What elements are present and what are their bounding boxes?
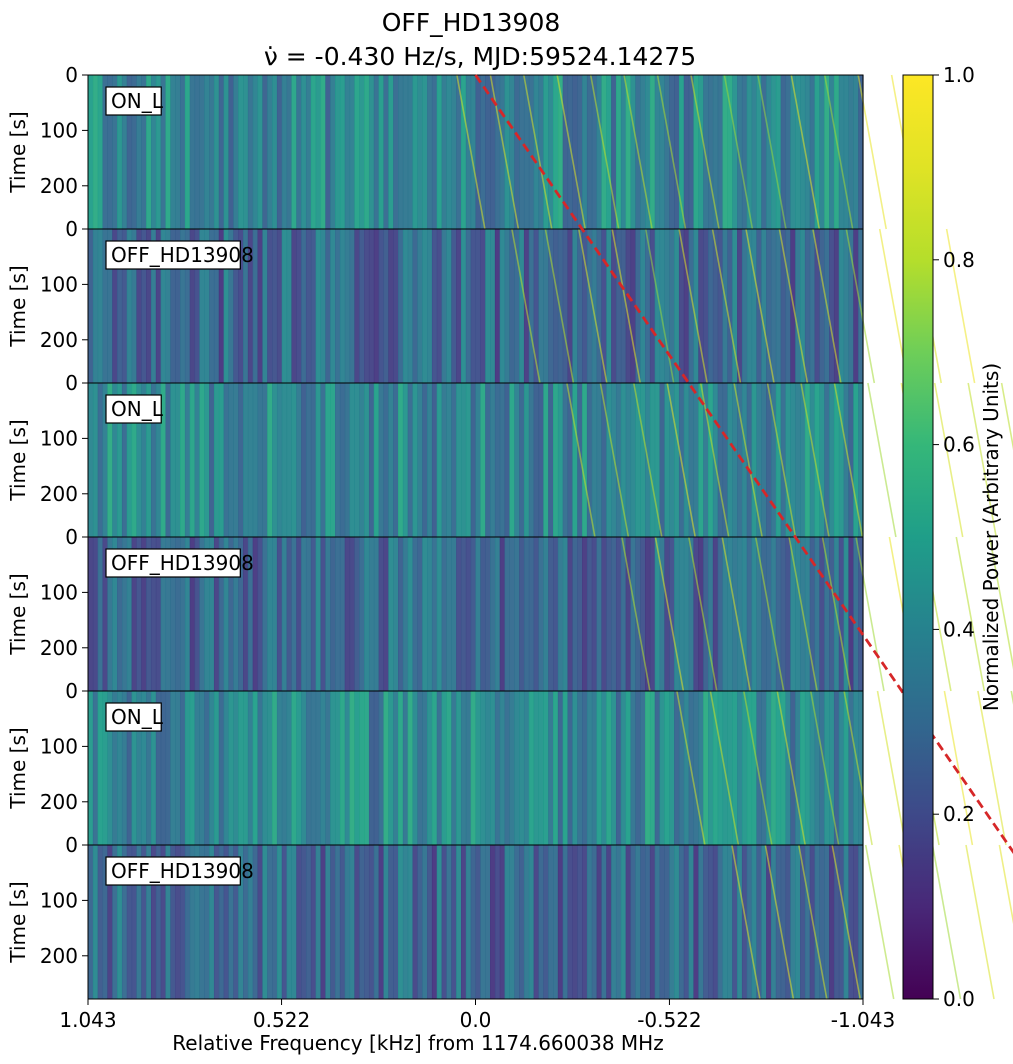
y-tick-label: 200 (40, 482, 78, 506)
colorbar: 0.0 0.2 0.4 0.6 0.8 1.0 Normalized Power (Arbi… (902, 63, 1003, 1011)
chart-title: OFF_HD13908 (382, 8, 561, 37)
y-tick-label: 200 (40, 944, 78, 968)
y-tick-label: 200 (40, 174, 78, 198)
y-axis-label: Time [s] (6, 111, 30, 193)
y-tick-label: 200 (40, 328, 78, 352)
y-tick-label: 0 (65, 525, 78, 549)
y-tick-label: 0 (65, 833, 78, 857)
y-axis-label: Time [s] (6, 419, 30, 501)
colorbar-gradient (902, 74, 934, 1000)
y-tick-label: 200 (40, 636, 78, 660)
y-tick-label: 0 (65, 217, 78, 241)
colorbar-tick-label: 0.0 (943, 987, 975, 1011)
panel-label: ON_L (111, 89, 164, 113)
panel-frame (87, 690, 864, 846)
x-tick-label: -0.522 (637, 1008, 701, 1032)
y-tick-label: 100 (40, 426, 78, 450)
y-tick-label: 100 (40, 272, 78, 296)
y-tick-label: 0 (65, 679, 78, 703)
y-tick-label: 100 (40, 888, 78, 912)
colorbar-tick-label: 1.0 (943, 63, 975, 87)
panel-label: OFF_HD13908 (111, 551, 254, 575)
y-axis-label: Time [s] (6, 265, 30, 347)
x-tick-label: -1.043 (831, 1008, 895, 1032)
panel-label-box (105, 856, 241, 886)
colorbar-tick-label: 0.4 (943, 617, 975, 641)
panel-label-box (105, 702, 162, 732)
y-tick-label: 100 (40, 118, 78, 142)
y-axis-label: Time [s] (6, 573, 30, 655)
panel-label: OFF_HD13908 (111, 243, 254, 267)
colorbar-tick-label: 0.6 (943, 433, 975, 457)
drift-rate-line (474, 74, 1013, 855)
colorbar-tick-label: 0.8 (943, 248, 975, 272)
x-tick-label: 1.043 (59, 1008, 116, 1032)
x-tick-label: 0.0 (460, 1008, 492, 1032)
panel-frame (87, 382, 864, 538)
panel-label-box (105, 86, 162, 116)
panel-frame (87, 74, 864, 230)
x-axis-label: Relative Frequency [kHz] from 1174.66003… (172, 1031, 663, 1055)
waterfall-panels: ON_L 0 100 200 Time [s] OFF_HD13908 0 100 200 Tim… (6, 63, 1013, 1000)
panel-label-box (105, 394, 162, 424)
colorbar-tick-label: 0.2 (943, 802, 975, 826)
panel-label-box (105, 240, 241, 270)
x-tick-label: 0.522 (253, 1008, 310, 1032)
y-tick-label: 200 (40, 790, 78, 814)
y-axis-label: Time [s] (6, 727, 30, 809)
panel-label: ON_L (111, 397, 164, 421)
y-tick-label: 100 (40, 734, 78, 758)
panel-label-box (105, 548, 241, 578)
panel-label: ON_L (111, 705, 164, 729)
colorbar-label: Normalized Power (Arbitrary Units) (979, 363, 1003, 711)
y-tick-label: 0 (65, 63, 78, 87)
x-axis: 1.043 0.522 0.0 -0.522 -1.043 (59, 999, 895, 1032)
chart-subtitle: ν̇ = -0.430 Hz/s, MJD:59524.14275 (264, 42, 696, 71)
y-tick-label: 100 (40, 580, 78, 604)
y-axis-label: Time [s] (6, 881, 30, 963)
y-tick-label: 0 (65, 371, 78, 395)
panel-label: OFF_HD13908 (111, 859, 254, 883)
